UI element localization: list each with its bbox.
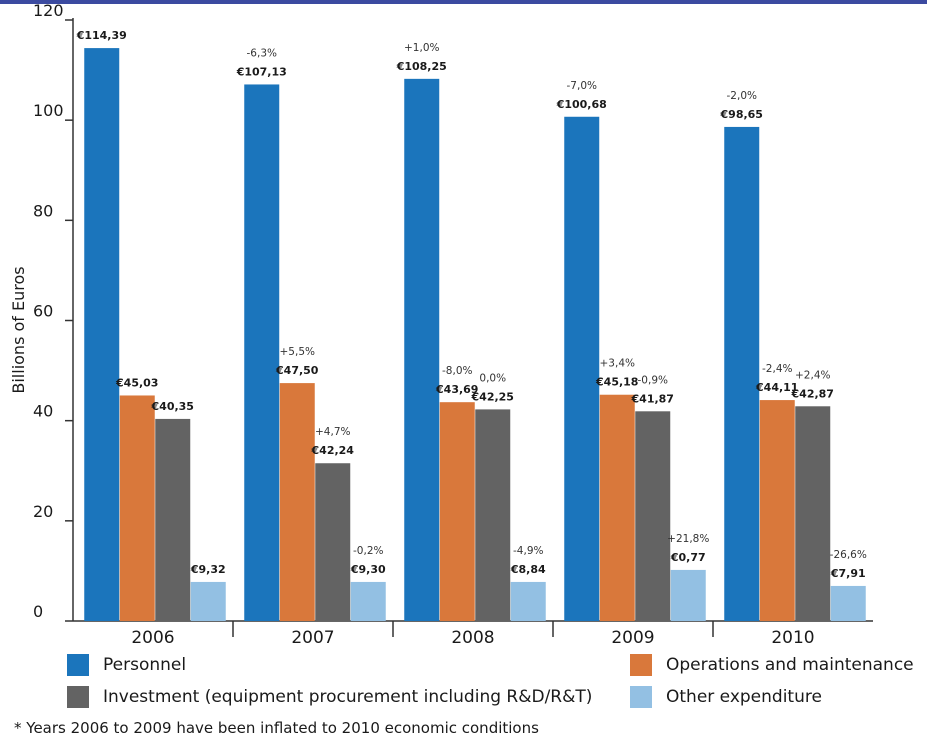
bar	[759, 400, 795, 621]
bar-value-label: €42,87	[791, 387, 834, 400]
bar	[244, 84, 280, 621]
bar	[724, 126, 760, 621]
bar-value-label: €40,35	[151, 400, 194, 413]
bar-change-label: -0,2%	[353, 545, 383, 557]
bar-value-label: €42,24	[311, 444, 355, 457]
bar	[279, 383, 315, 621]
bar-change-label: +3,4%	[600, 358, 635, 370]
bar-change-label: -8,0%	[442, 365, 472, 377]
bar-value-label: €9,32	[190, 563, 226, 576]
bar-value-label: €100,68	[556, 98, 607, 111]
bar-value-label: €8,84	[510, 563, 546, 576]
legend-swatch-investment	[67, 686, 89, 708]
x-tick-label: 2009	[611, 628, 654, 648]
x-tick-label: 2008	[451, 628, 494, 648]
bar	[795, 406, 831, 621]
bar-value-label: €9,30	[350, 563, 386, 576]
bar-change-label: +4,7%	[315, 426, 350, 438]
bar	[564, 116, 600, 622]
y-tick-label: 40	[33, 402, 53, 421]
bar-value-label: €45,18	[595, 376, 638, 389]
data-labels: €114,39 €45,03 €40,35 €9,32 €107,13 -6,3% €47,…	[76, 29, 867, 580]
y-tick-label: 0	[33, 602, 43, 621]
legend-label-other: Other expenditure	[666, 687, 822, 707]
bar-change-label: -26,6%	[830, 549, 867, 561]
bar-value-label: €42,25	[471, 390, 514, 403]
legend-label-personnel: Personnel	[103, 655, 187, 675]
x-tick-label: 2006	[131, 628, 174, 648]
bar-change-label: +2,4%	[795, 369, 830, 381]
x-tick-label: 2010	[771, 628, 814, 648]
bar	[119, 395, 155, 621]
y-tick-label: 60	[33, 302, 53, 321]
bar	[475, 409, 511, 621]
y-tick-label: 100	[33, 101, 64, 120]
bar-change-label: -0,9%	[638, 374, 668, 386]
legend-label-operations: Operations and maintenance	[666, 655, 914, 675]
bar-value-label: €41,87	[631, 392, 674, 405]
bar	[510, 581, 546, 621]
title-strip	[0, 0, 927, 4]
grouped-bar-chart: 0 20 40 60 80 100 120 2006 2007 2008 2009 2010 €114…	[9, 1, 873, 648]
axes: 0 20 40 60 80 100 120 2006 2007 2008 2009 2010	[33, 1, 873, 648]
legend-item-operations: Operations and maintenance	[630, 654, 914, 676]
bar-change-label: -2,4%	[762, 363, 792, 375]
legend-swatch-operations	[630, 654, 652, 676]
legend-item-personnel: Personnel	[67, 654, 186, 676]
footnote: * Years 2006 to 2009 have been inflated …	[14, 719, 539, 737]
bar	[350, 581, 386, 621]
bar	[439, 402, 475, 621]
bar-change-label: -6,3%	[247, 47, 277, 59]
bar-change-label: -7,0%	[567, 80, 597, 92]
bar-value-label: €98,65	[720, 108, 763, 121]
legend-label-investment: Investment (equipment procurement includ…	[103, 687, 593, 707]
bar	[599, 394, 635, 621]
bar-change-label: +5,5%	[280, 346, 315, 358]
legend-item-other: Other expenditure	[630, 686, 822, 708]
bar	[404, 78, 440, 622]
bar	[84, 48, 120, 622]
legend-swatch-other	[630, 686, 652, 708]
bar-change-label: +1,0%	[404, 42, 439, 54]
bar-value-label: €0,77	[670, 551, 706, 564]
bar-value-label: €7,91	[830, 567, 866, 580]
bar-value-label: €114,39	[76, 29, 127, 42]
bars	[84, 48, 866, 622]
y-tick-label: 120	[33, 1, 64, 20]
bar-value-label: €108,25	[396, 60, 447, 73]
y-tick-label: 80	[33, 201, 53, 220]
bar-change-label: -2,0%	[727, 90, 757, 102]
bar	[670, 569, 706, 621]
y-tick-label: 20	[33, 502, 53, 521]
bar-value-label: €107,13	[236, 65, 287, 78]
bar	[155, 418, 191, 621]
legend-swatch-personnel	[67, 654, 89, 676]
bar-value-label: €45,03	[115, 376, 158, 389]
bar-change-label: +21,8%	[667, 533, 709, 545]
bar-value-label: €44,11	[755, 381, 798, 394]
x-tick-label: 2007	[291, 628, 334, 648]
bar-change-label: -4,9%	[513, 545, 543, 557]
bar	[830, 585, 866, 621]
legend-item-investment: Investment (equipment procurement includ…	[67, 686, 592, 708]
bar-value-label: €43,69	[435, 383, 478, 396]
bar	[635, 411, 671, 621]
bar	[190, 581, 226, 621]
bar-change-label: 0,0%	[479, 372, 506, 384]
y-axis-label: Billions of Euros	[9, 266, 28, 393]
bar	[315, 463, 351, 621]
bar-value-label: €47,50	[275, 364, 319, 377]
